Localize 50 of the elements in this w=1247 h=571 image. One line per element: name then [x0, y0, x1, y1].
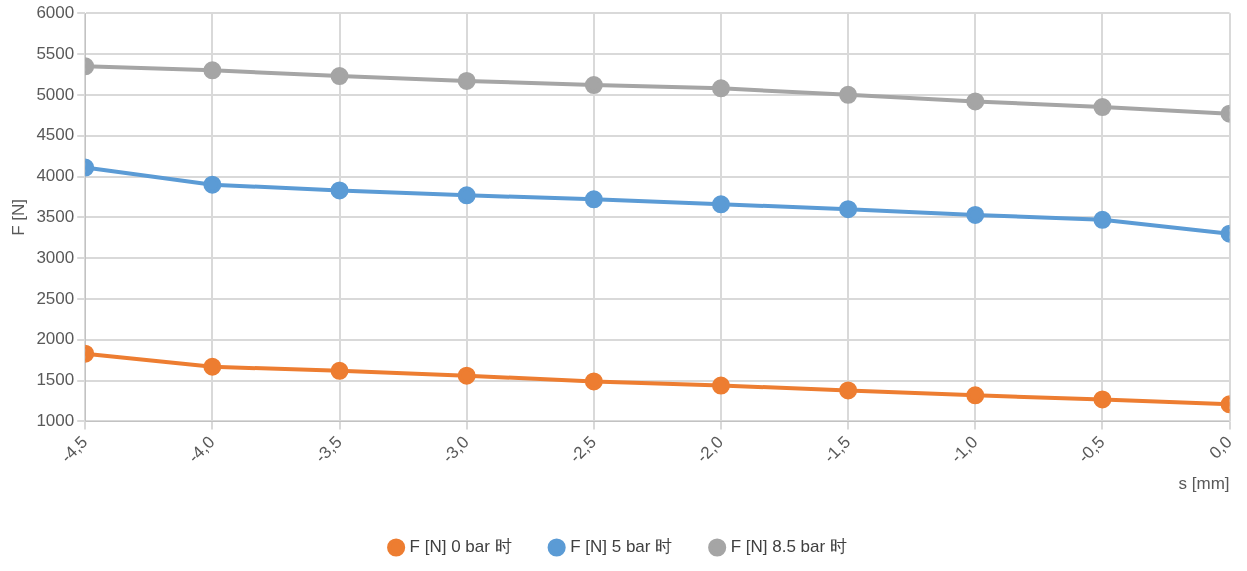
point	[584, 76, 603, 95]
point	[457, 366, 476, 385]
point	[966, 386, 985, 405]
point	[584, 190, 603, 209]
legend-label: F [N] 5 bar 时	[570, 537, 673, 557]
x-tick-label: -3,0	[438, 432, 473, 467]
y-tick-label: 5000	[36, 84, 75, 104]
y-tick-label: 3000	[36, 247, 75, 267]
point	[966, 92, 985, 111]
point	[330, 361, 349, 380]
legend-label: F [N] 8.5 bar 时	[730, 537, 847, 557]
x-tick-label: -2,0	[692, 432, 728, 467]
legend-label: F [N] 0 bar 时	[409, 537, 512, 557]
y-tick-label: 5500	[36, 43, 75, 63]
point	[203, 61, 222, 80]
y-tick-label: 1000	[36, 411, 75, 431]
point	[839, 200, 858, 219]
point	[711, 376, 730, 395]
y-tick-label: 2500	[36, 288, 75, 308]
x-axis-title: s [mm]	[1178, 474, 1230, 494]
point	[457, 186, 476, 205]
x-tick-label: -4,5	[57, 432, 92, 467]
x-tick-label: -3,5	[311, 432, 346, 467]
point	[330, 181, 349, 200]
point	[711, 195, 730, 214]
point	[330, 67, 349, 86]
y-tick-label: 3500	[36, 207, 75, 227]
point	[203, 357, 222, 376]
point	[1093, 390, 1112, 409]
point	[1093, 210, 1112, 229]
x-tick-label: -4,0	[184, 432, 219, 467]
point	[203, 175, 222, 194]
x-tick-label: -0,5	[1074, 432, 1109, 467]
point	[839, 85, 858, 104]
y-tick-label: 6000	[36, 2, 75, 22]
point	[839, 381, 858, 400]
point	[966, 205, 985, 224]
point	[711, 79, 730, 98]
y-axis-title: F [N]	[8, 198, 28, 236]
point	[1093, 98, 1112, 117]
point	[584, 372, 603, 391]
x-tick-label: 0,0	[1205, 432, 1236, 463]
x-tick-label: -2,5	[565, 432, 600, 467]
y-tick-label: 1500	[36, 370, 75, 390]
y-tick-label: 4000	[36, 166, 75, 186]
point	[457, 71, 476, 90]
y-tick-label: 4500	[36, 125, 75, 145]
x-tick-label: -1,0	[947, 432, 982, 467]
y-tick-label: 2000	[36, 329, 75, 349]
x-tick-label: -1,5	[820, 432, 855, 467]
